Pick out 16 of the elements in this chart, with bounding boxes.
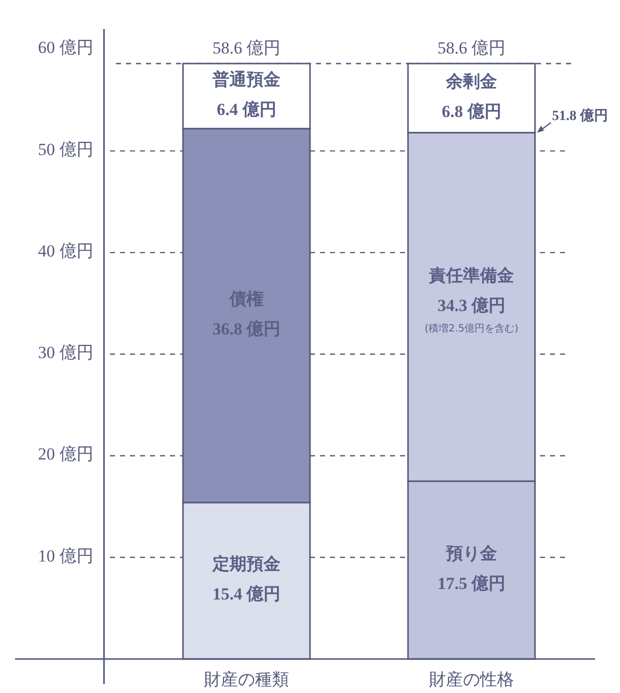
annotation: 51.8 億円 — [552, 106, 608, 124]
y-tick-label: 40 億円 — [38, 241, 94, 260]
data-label: 責任準備金 34.3 億円 (積増2.5億円を含む) — [424, 266, 518, 335]
data-label: 定期預金 15.4 億円 — [212, 554, 280, 604]
y-tick-label: 60 億円 — [38, 38, 94, 58]
data-label: 普通預金 6.4 億円 — [212, 68, 280, 119]
x-tick-label: 財産の種類 — [204, 670, 289, 689]
total-label: 58.6 億円 — [438, 38, 506, 58]
y-tick-label: 20 億円 — [38, 444, 94, 464]
y-tick-label: 10 億円 — [38, 546, 94, 566]
data-label: 預り金 17.5 億円 — [438, 544, 506, 593]
data-label: 余剰金 6.8 億円 — [442, 72, 502, 122]
total-label: 58.6 億円 — [212, 38, 280, 58]
y-tick-label: 30 億円 — [38, 343, 94, 362]
y-tick-label: 50 億円 — [38, 140, 94, 159]
x-tick-label: 財産の性格 — [429, 670, 514, 689]
